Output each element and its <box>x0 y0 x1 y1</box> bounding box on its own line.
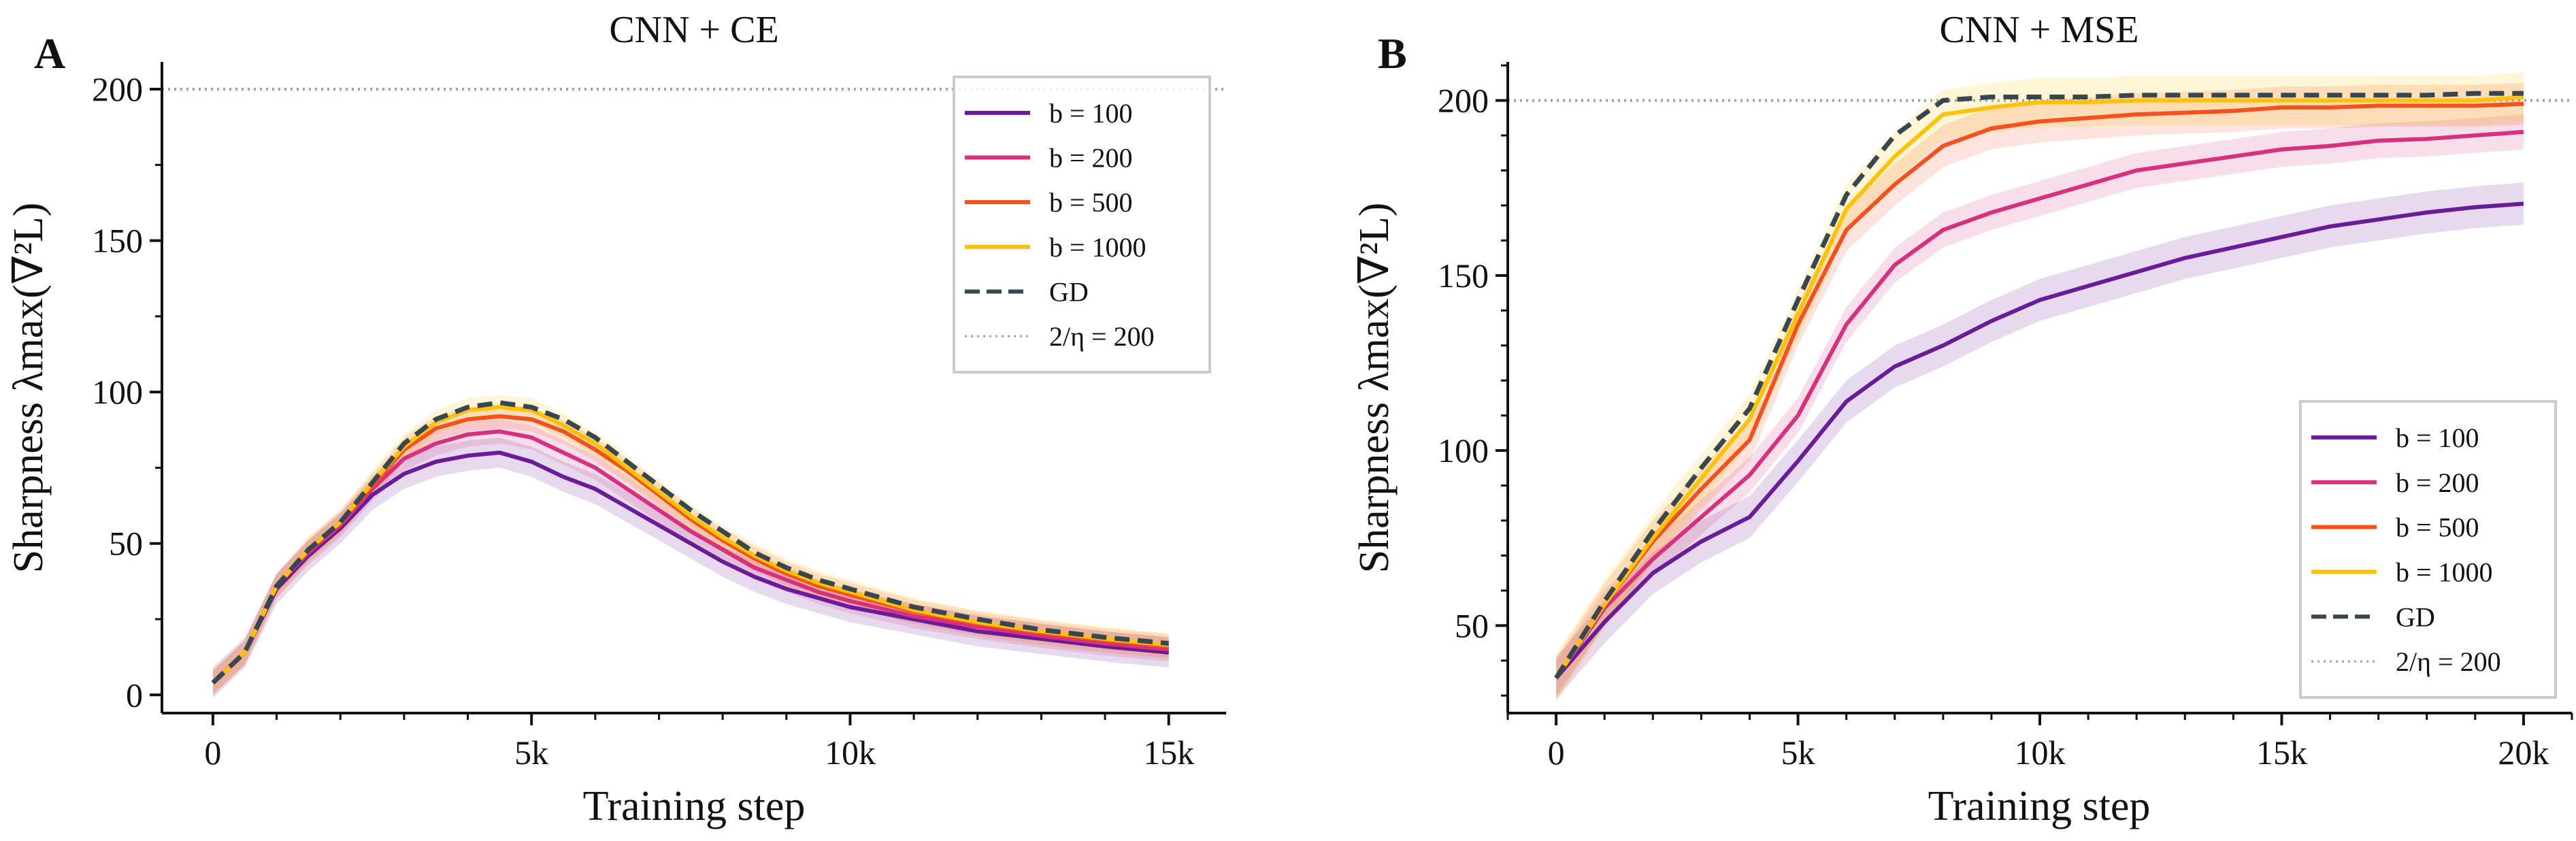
x-axis-label: Training step <box>1928 783 2151 829</box>
legend-item: b = 500 <box>965 187 1133 218</box>
legend-label: b = 1000 <box>1049 232 1146 263</box>
x-tick-label: 0 <box>1548 733 1565 772</box>
y-tick-label: 200 <box>92 70 143 108</box>
series-line-b100 <box>1554 201 2524 680</box>
y-tick-label: 50 <box>1455 606 1489 644</box>
legend-label: b = 1000 <box>2396 557 2493 587</box>
legend-item: b = 100 <box>2311 423 2479 453</box>
legend-item: b = 200 <box>2311 467 2479 498</box>
series-line-b500 <box>1554 101 2524 680</box>
legend-frame <box>953 76 1211 374</box>
panel-b: B CNN + MSE Training step Sharpness λmax… <box>1351 9 2573 829</box>
legend-label: b = 500 <box>2396 512 2479 543</box>
x-tick-label: 0 <box>204 733 221 772</box>
x-axis-label: Training step <box>583 783 806 829</box>
legend-item: GD <box>965 277 1089 308</box>
x-tick-label: 5k <box>1781 733 1815 772</box>
panel-label: B <box>1378 29 1407 78</box>
legend-item: GD <box>2311 601 2435 632</box>
x-tick-label: 15k <box>2256 733 2307 772</box>
legend: b = 100 b = 200 b = 500 b = 1000 GD 2/η = 200 <box>953 76 1211 374</box>
y-axis-label: Sharpness λmax(∇²L) <box>1351 203 1398 574</box>
series-band-b200 <box>212 419 1169 695</box>
legend-item: b = 200 <box>965 143 1133 174</box>
legend-label: b = 100 <box>2396 423 2479 453</box>
series-band-b100 <box>1556 182 2524 699</box>
y-tick-label: 100 <box>1438 431 1489 469</box>
y-tick-label: 0 <box>126 676 143 714</box>
x-tick-label: 10k <box>2015 733 2066 772</box>
series-line-b200 <box>1554 129 2524 680</box>
legend-label: 2/η = 200 <box>1049 321 1155 352</box>
legend-label: b = 500 <box>1049 187 1133 218</box>
chart-title: CNN + CE <box>609 9 778 51</box>
legend-label: b = 200 <box>2396 467 2479 498</box>
y-tick-label: 50 <box>109 525 143 563</box>
series-line-b1000 <box>1554 95 2524 680</box>
legend: b = 100 b = 200 b = 500 b = 1000 GD 2/η = 200 <box>2299 400 2557 699</box>
legend-label: GD <box>2396 601 2435 632</box>
legend-item: 2/η = 200 <box>965 321 1155 352</box>
panel-a: A CNN + CE Training step Sharpness λmax(… <box>5 9 1226 829</box>
legend-label: GD <box>1049 277 1089 308</box>
x-tick-label: 5k <box>514 733 548 772</box>
legend-label: 2/η = 200 <box>2396 646 2501 677</box>
legend-item: b = 100 <box>965 98 1133 129</box>
panel-label: A <box>34 29 65 78</box>
x-tick-label: 15k <box>1143 733 1194 772</box>
x-tick-label: 20k <box>2498 733 2549 772</box>
legend-item: b = 1000 <box>965 232 1146 263</box>
series-band-b100 <box>212 437 1169 698</box>
legend-item: b = 1000 <box>2311 557 2493 587</box>
y-axis-label: Sharpness λmax(∇²L) <box>5 203 52 574</box>
series-line-b100 <box>211 450 1169 685</box>
legend-frame <box>2299 400 2557 699</box>
legend-item: b = 500 <box>2311 512 2479 543</box>
y-tick-label: 100 <box>92 373 143 411</box>
series-line-GD <box>211 400 1170 685</box>
x-tick-label: 10k <box>825 733 876 772</box>
chart-title: CNN + MSE <box>1940 9 2139 51</box>
y-tick-label: 200 <box>1438 82 1489 120</box>
legend-label: b = 100 <box>1049 98 1133 129</box>
y-tick-label: 150 <box>1438 257 1489 295</box>
series-line-GD <box>1554 90 2524 680</box>
legend-label: b = 200 <box>1049 143 1133 174</box>
y-tick-label: 150 <box>92 222 143 260</box>
legend-item: 2/η = 200 <box>2311 646 2501 677</box>
